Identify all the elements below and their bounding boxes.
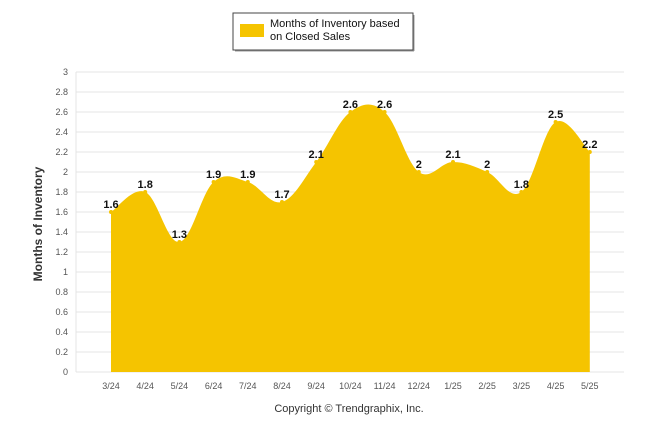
- y-axis-ticks: 0 0.2 0.4 0.6 0.8 1 1.2 1.4 1.6 1.8 2 2.2 2.4 2.6 2.8 3: [55, 67, 68, 377]
- y-tick-label: 2.8: [55, 87, 68, 97]
- data-label: 2.6: [343, 99, 358, 111]
- data-label: 2: [484, 159, 490, 171]
- data-point[interactable]: [109, 210, 113, 214]
- x-tick-label: 8/24: [273, 381, 291, 391]
- y-tick-label: 0: [63, 367, 68, 377]
- data-label: 2: [416, 159, 422, 171]
- area-fill: [111, 104, 590, 372]
- data-label: 2.5: [548, 109, 563, 121]
- legend-label-line-1: Months of Inventory based: [270, 18, 400, 30]
- x-tick-label: 2/25: [478, 381, 496, 391]
- y-tick-label: 1.6: [55, 207, 68, 217]
- data-label: 1.9: [240, 169, 255, 181]
- x-tick-label: 5/24: [171, 381, 189, 391]
- data-label: 1.6: [103, 199, 118, 211]
- x-tick-label: 7/24: [239, 381, 257, 391]
- data-label: 1.9: [206, 169, 221, 181]
- y-tick-label: 2: [63, 167, 68, 177]
- data-point[interactable]: [519, 190, 524, 194]
- y-tick-label: 1: [63, 267, 68, 277]
- x-tick-label: 1/25: [444, 381, 462, 391]
- data-point[interactable]: [416, 170, 421, 174]
- data-point[interactable]: [485, 170, 490, 174]
- copyright-text: Copyright © Trendgraphix, Inc.: [274, 403, 423, 415]
- y-tick-label: 3: [63, 67, 68, 77]
- data-point[interactable]: [245, 180, 250, 184]
- y-tick-label: 0.6: [55, 307, 68, 317]
- data-point[interactable]: [177, 240, 182, 244]
- data-label: 2.2: [582, 139, 597, 151]
- x-tick-label: 5/25: [581, 381, 599, 391]
- y-tick-label: 0.8: [55, 287, 68, 297]
- data-label: 2.1: [445, 149, 460, 161]
- data-label: 2.6: [377, 99, 392, 111]
- data-point[interactable]: [587, 150, 592, 154]
- y-tick-label: 2.6: [55, 107, 68, 117]
- x-tick-label: 4/25: [547, 381, 565, 391]
- y-tick-label: 2.2: [55, 147, 68, 157]
- data-label: 1.8: [514, 179, 529, 191]
- x-tick-label: 3/25: [513, 381, 531, 391]
- x-tick-label: 11/24: [374, 381, 396, 391]
- y-tick-label: 1.2: [55, 247, 68, 257]
- data-point[interactable]: [211, 180, 216, 184]
- x-tick-label: 6/24: [205, 381, 223, 391]
- x-axis-ticks: 3/24 4/24 5/24 6/24 7/24 8/24 9/24 10/24 11/24 12…: [102, 381, 598, 391]
- y-tick-label: 1.4: [55, 227, 68, 237]
- legend-swatch: [240, 24, 264, 37]
- data-label: 1.7: [274, 189, 289, 201]
- data-label: 1.8: [138, 179, 153, 191]
- y-axis-title: Months of Inventory: [31, 166, 45, 281]
- data-point[interactable]: [348, 110, 353, 114]
- x-tick-label: 3/24: [102, 381, 120, 391]
- x-tick-label: 12/24: [408, 381, 431, 391]
- data-point[interactable]: [553, 120, 558, 124]
- x-tick-label: 4/24: [136, 381, 154, 391]
- data-label: 2.1: [309, 149, 324, 161]
- data-label: 1.3: [172, 229, 187, 241]
- data-point[interactable]: [314, 160, 319, 164]
- y-tick-label: 0.2: [55, 347, 68, 357]
- y-tick-label: 1.8: [55, 187, 68, 197]
- y-tick-label: 2.4: [55, 127, 68, 137]
- data-labels: 1.6 1.8 1.3 1.9 1.9 1.7 2.1 2.6 2.6 2 2.1 2 1.8 2.5 2.…: [103, 99, 597, 244]
- x-tick-label: 9/24: [307, 381, 325, 391]
- legend[interactable]: Months of Inventory based on Closed Sale…: [232, 12, 415, 52]
- legend-label-line-2: on Closed Sales: [270, 31, 351, 43]
- data-point[interactable]: [280, 200, 284, 204]
- area-series: [111, 104, 590, 372]
- data-point[interactable]: [143, 190, 148, 194]
- x-tick-label: 10/24: [339, 381, 362, 391]
- data-point[interactable]: [382, 110, 387, 114]
- data-point[interactable]: [451, 160, 455, 164]
- y-tick-label: 0.4: [55, 327, 68, 337]
